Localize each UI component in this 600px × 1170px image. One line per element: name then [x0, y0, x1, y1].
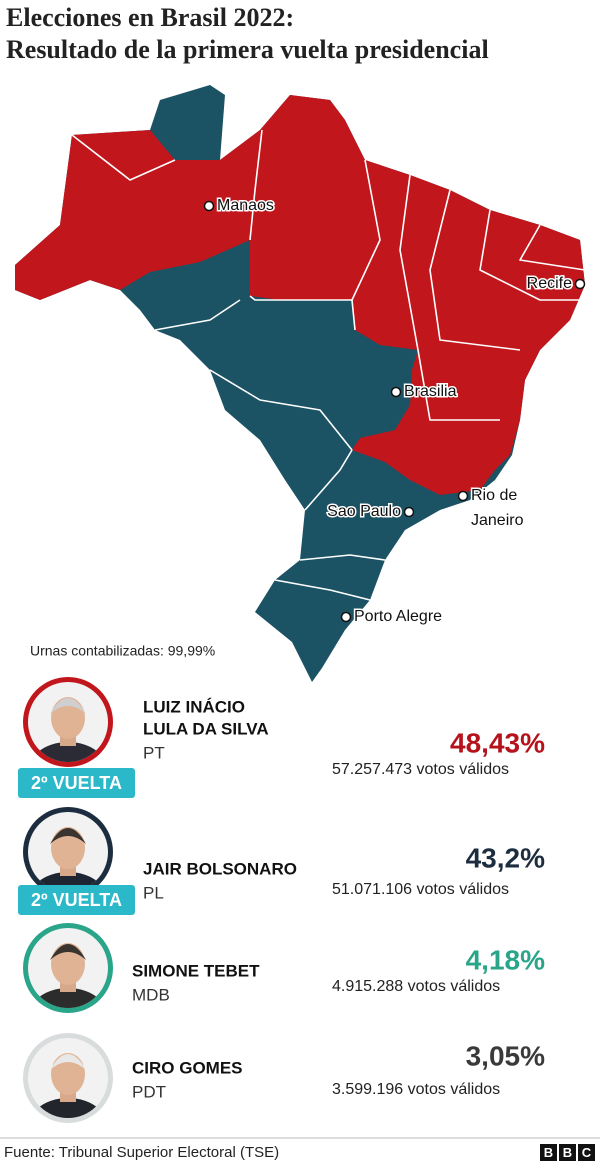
logo-letter: B	[563, 1145, 572, 1160]
city-dot	[340, 611, 352, 623]
city-label: Janeiro	[471, 512, 524, 529]
portrait	[30, 1053, 106, 1118]
portrait	[30, 943, 106, 1008]
votes: 51.071.106 votos válidos	[332, 881, 509, 898]
city-label: Sao Paulo	[327, 503, 401, 520]
candidate-name: JAIR BOLSONARO	[143, 859, 297, 878]
candidate-name: SIMONE TEBET	[132, 961, 260, 980]
state-border	[479, 209, 580, 301]
percent: 3,05%	[466, 1040, 545, 1071]
city-label: Recife	[527, 275, 572, 292]
city-label: Porto Alegre	[354, 608, 442, 625]
logo-block	[578, 1144, 595, 1161]
state-border	[519, 224, 586, 271]
state-border	[249, 295, 356, 331]
state-border	[71, 134, 176, 181]
city-dot	[390, 386, 402, 398]
city-dot	[574, 278, 586, 290]
state-border	[274, 579, 371, 601]
portrait-hair	[50, 698, 86, 714]
logo-block	[559, 1144, 576, 1161]
party: PDT	[132, 1082, 166, 1101]
percent: 43,2%	[466, 842, 545, 873]
note: Urnas contabilizadas: 99,99%	[30, 643, 215, 659]
state-border	[417, 349, 500, 421]
map	[15, 85, 586, 682]
state-border	[429, 189, 521, 351]
party: PT	[143, 743, 165, 762]
city-dot	[457, 490, 469, 502]
portrait-body	[30, 1098, 106, 1118]
state-border	[154, 299, 241, 331]
votes: 57.257.473 votos válidos	[332, 761, 509, 778]
percent: 48,43%	[450, 727, 545, 758]
city-dot	[203, 200, 215, 212]
city-label: Brasilia	[404, 383, 457, 400]
state-border	[304, 449, 353, 511]
state-border	[209, 369, 353, 451]
candidate-name: CIRO GOMES	[132, 1058, 243, 1077]
party: MDB	[132, 985, 170, 1004]
portrait	[30, 697, 106, 762]
portrait-hair	[50, 828, 86, 844]
city-label: Rio de	[471, 487, 517, 504]
source: Fuente: Tribunal Superior Electoral (TSE…	[4, 1144, 279, 1161]
party: PL	[143, 883, 164, 902]
title-line: Resultado de la primera vuelta presidenc…	[6, 35, 489, 64]
badge-bg	[18, 768, 135, 798]
badge-bg	[18, 885, 135, 915]
city-label: Manaos	[217, 197, 274, 214]
city-dot	[403, 506, 415, 518]
badge: 2º VUELTA	[31, 890, 122, 910]
state-border	[351, 159, 381, 301]
state-border	[249, 129, 263, 241]
state-border	[299, 554, 386, 561]
portrait-hair	[50, 1054, 86, 1070]
logo-letter: C	[582, 1145, 592, 1160]
portrait-body	[30, 988, 106, 1008]
votes: 3.599.196 votos válidos	[332, 1081, 500, 1098]
logo-block	[540, 1144, 557, 1161]
candidate-name: LULA DA SILVA	[143, 719, 269, 738]
percent: 4,18%	[466, 944, 545, 975]
badge: 2º VUELTA	[31, 773, 122, 793]
logo-letter: B	[544, 1145, 553, 1160]
votes: 4.915.288 votos válidos	[332, 978, 500, 995]
region-lula	[15, 95, 585, 495]
title-line: Elecciones en Brasil 2022:	[6, 3, 294, 32]
portrait-hair	[50, 944, 86, 960]
state-border	[399, 174, 419, 351]
portrait-body	[30, 742, 106, 762]
candidate-name: LUIZ INÁCIO	[143, 697, 245, 716]
